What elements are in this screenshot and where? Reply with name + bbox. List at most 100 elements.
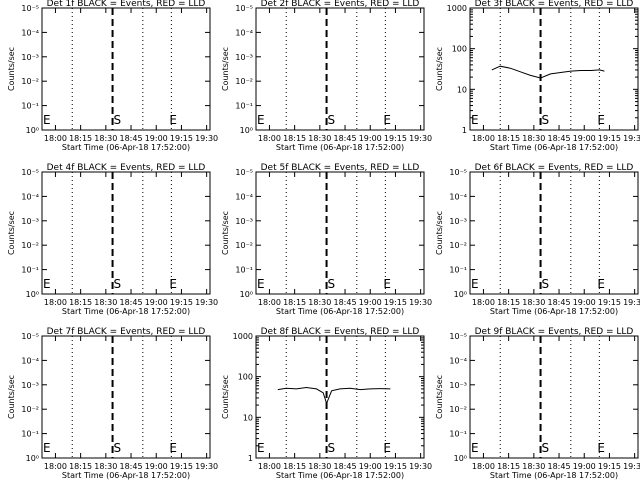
x-tick-label: 18:00 [44,134,67,143]
detector-panel: Det 8f BLACK = Events, RED = LLD 1 10 100 10… [221,327,432,480]
y-axis-label: Counts/sec [7,47,16,91]
y-tick-label: 1000 [233,332,253,341]
y-tick-label: 10 [457,85,467,94]
y-tick-label: 10⁰ [240,126,253,135]
x-tick-label: 18:15 [283,134,306,143]
y-tick-label: 10⁻³ [21,217,39,226]
panel-title: Det 6f BLACK = Events, RED = LLD [475,163,634,173]
panel-title: Det 8f BLACK = Events, RED = LLD [261,327,420,337]
y-tick-label: 10⁻² [21,241,39,250]
x-tick-label: 18:15 [283,462,306,471]
y-tick-label: 10⁻² [21,405,39,414]
y-tick-label: 10⁻² [235,77,253,86]
end-marker: E [169,277,177,291]
y-tick-label: 10⁻⁴ [21,356,39,365]
x-tick-label: 18:30 [94,134,117,143]
plot-frame [469,171,639,295]
y-tick-label: 10⁻⁴ [235,192,253,201]
start-marker: S [328,441,336,455]
x-tick-label: 18:00 [472,298,495,307]
plot-frame [255,171,425,295]
plot-frame [469,7,639,131]
y-tick-label: 10⁻³ [449,381,467,390]
end-marker: E [471,441,479,455]
panel-title: Det 2f BLACK = Events, RED = LLD [261,0,420,9]
panel-title: Det 4f BLACK = Events, RED = LLD [47,163,206,173]
plot-frame [255,335,425,459]
detector-panel: Det 9f BLACK = Events, RED = LLD 10⁰ 10⁻¹ 1… [435,327,640,480]
y-tick-label: 10⁻⁵ [21,4,39,13]
x-axis-label: Start Time (06-Apr-18 17:52:00) [62,307,190,316]
x-tick-label: 18:00 [44,462,67,471]
events-series-line [491,65,605,79]
y-tick-label: 10⁻³ [235,53,253,62]
y-tick-label: 10⁻¹ [449,266,467,275]
x-tick-label: 18:00 [472,462,495,471]
y-tick-label: 10⁰ [26,126,39,135]
end-marker: E [169,113,177,127]
x-tick-label: 19:15 [384,298,407,307]
y-axis-label: Counts/sec [221,375,230,419]
y-tick-label: 10⁻⁴ [21,28,39,37]
x-tick-label: 18:30 [308,134,331,143]
y-tick-label: 1000 [447,4,467,13]
x-axis-label: Start Time (06-Apr-18 17:52:00) [276,143,404,152]
start-marker: S [542,277,550,291]
x-axis-label: Start Time (06-Apr-18 17:52:00) [490,307,618,316]
x-tick-label: 18:45 [120,298,143,307]
end-marker: E [383,113,391,127]
x-axis-label: Start Time (06-Apr-18 17:52:00) [62,471,190,480]
y-tick-label: 10⁻³ [449,217,467,226]
detector-panel: Det 6f BLACK = Events, RED = LLD 10⁰ 10⁻¹ 1… [435,163,640,316]
y-tick-label: 10⁻² [21,77,39,86]
y-tick-label: 10⁻⁵ [235,168,253,177]
detector-panel: Det 3f BLACK = Events, RED = LLD 1 10 100 10… [435,0,640,152]
plot-frame [41,335,211,459]
x-axis-label: Start Time (06-Apr-18 17:52:00) [62,143,190,152]
x-tick-label: 18:45 [548,462,571,471]
x-tick-label: 19:00 [145,462,168,471]
panel-title: Det 7f BLACK = Events, RED = LLD [47,327,206,337]
x-tick-label: 18:15 [497,462,520,471]
y-axis-label: Counts/sec [435,47,444,91]
end-marker: E [597,441,605,455]
y-axis-label: Counts/sec [221,211,230,255]
y-tick-label: 10⁰ [26,454,39,463]
y-tick-label: 10⁰ [26,290,39,299]
end-marker: E [257,441,265,455]
y-tick-label: 10⁻² [235,241,253,250]
x-tick-label: 18:30 [94,462,117,471]
y-tick-label: 10⁻¹ [21,266,39,275]
events-series-line [277,386,391,405]
y-axis-label: Counts/sec [435,375,444,419]
x-tick-label: 18:00 [258,298,281,307]
x-tick-label: 19:00 [359,134,382,143]
x-axis-label: Start Time (06-Apr-18 17:52:00) [276,307,404,316]
end-marker: E [43,113,51,127]
start-marker: S [114,277,122,291]
y-tick-label: 10⁻⁴ [235,28,253,37]
x-tick-label: 18:45 [548,134,571,143]
x-tick-label: 18:45 [548,298,571,307]
y-tick-label: 10⁻⁴ [21,192,39,201]
x-tick-label: 18:45 [120,462,143,471]
y-tick-label: 1 [248,454,253,463]
end-marker: E [597,277,605,291]
x-axis-label: Start Time (06-Apr-18 17:52:00) [490,471,618,480]
x-tick-label: 19:30 [409,462,432,471]
x-tick-label: 19:30 [409,134,432,143]
y-axis-label: Counts/sec [221,47,230,91]
x-tick-label: 19:15 [598,462,621,471]
end-marker: E [471,113,479,127]
x-tick-label: 18:15 [69,134,92,143]
x-tick-label: 19:00 [573,298,596,307]
x-tick-label: 18:15 [69,462,92,471]
panel-title: Det 5f BLACK = Events, RED = LLD [261,163,420,173]
detector-panel: Det 7f BLACK = Events, RED = LLD 10⁰ 10⁻¹ 1… [7,327,218,480]
y-tick-label: 100 [452,45,467,54]
end-marker: E [383,277,391,291]
end-marker: E [43,277,51,291]
end-marker: E [257,277,265,291]
y-tick-label: 10⁰ [454,454,467,463]
x-tick-label: 19:30 [623,134,640,143]
